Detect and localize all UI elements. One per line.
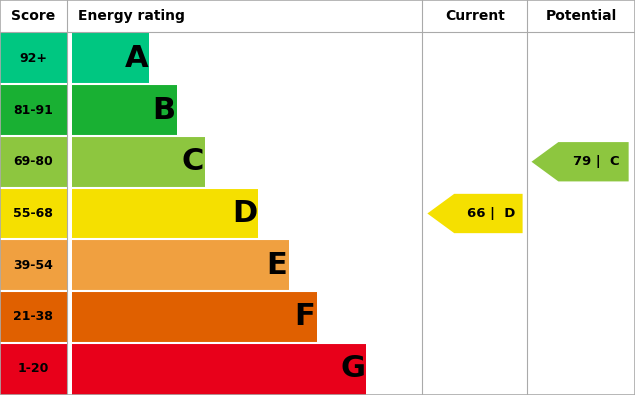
Text: G: G [341, 354, 366, 383]
Bar [72, 188, 258, 239]
Text: B: B [152, 96, 176, 124]
Text: F: F [294, 303, 315, 331]
Bar [72, 84, 177, 136]
Bar [72, 32, 149, 84]
Bar [0, 188, 67, 239]
Bar [0, 32, 67, 84]
Text: 39-54: 39-54 [13, 259, 53, 272]
Bar [0, 343, 67, 395]
Text: 55-68: 55-68 [13, 207, 53, 220]
Text: 92+: 92+ [19, 52, 48, 65]
Text: A: A [124, 44, 148, 73]
Text: 66 |  D: 66 | D [467, 207, 516, 220]
Text: E: E [266, 251, 287, 280]
Text: Energy rating: Energy rating [78, 9, 185, 23]
Text: Potential: Potential [546, 9, 617, 23]
Text: 81-91: 81-91 [13, 103, 53, 117]
Bar [72, 136, 205, 188]
Bar [72, 343, 366, 395]
Text: Score: Score [11, 9, 55, 23]
Bar [0, 291, 67, 343]
Text: 1-20: 1-20 [18, 362, 49, 375]
Text: 69-80: 69-80 [13, 155, 53, 168]
Text: C: C [181, 147, 203, 176]
Bar [0, 239, 67, 291]
Bar [72, 239, 289, 291]
Polygon shape [531, 142, 629, 181]
Text: D: D [232, 199, 257, 228]
Text: Current: Current [445, 9, 505, 23]
Text: 21-38: 21-38 [13, 310, 53, 324]
Bar [0, 136, 67, 188]
Text: 79 |  C: 79 | C [573, 155, 620, 168]
Bar [0, 84, 67, 136]
Bar [72, 291, 317, 343]
Polygon shape [427, 194, 523, 233]
